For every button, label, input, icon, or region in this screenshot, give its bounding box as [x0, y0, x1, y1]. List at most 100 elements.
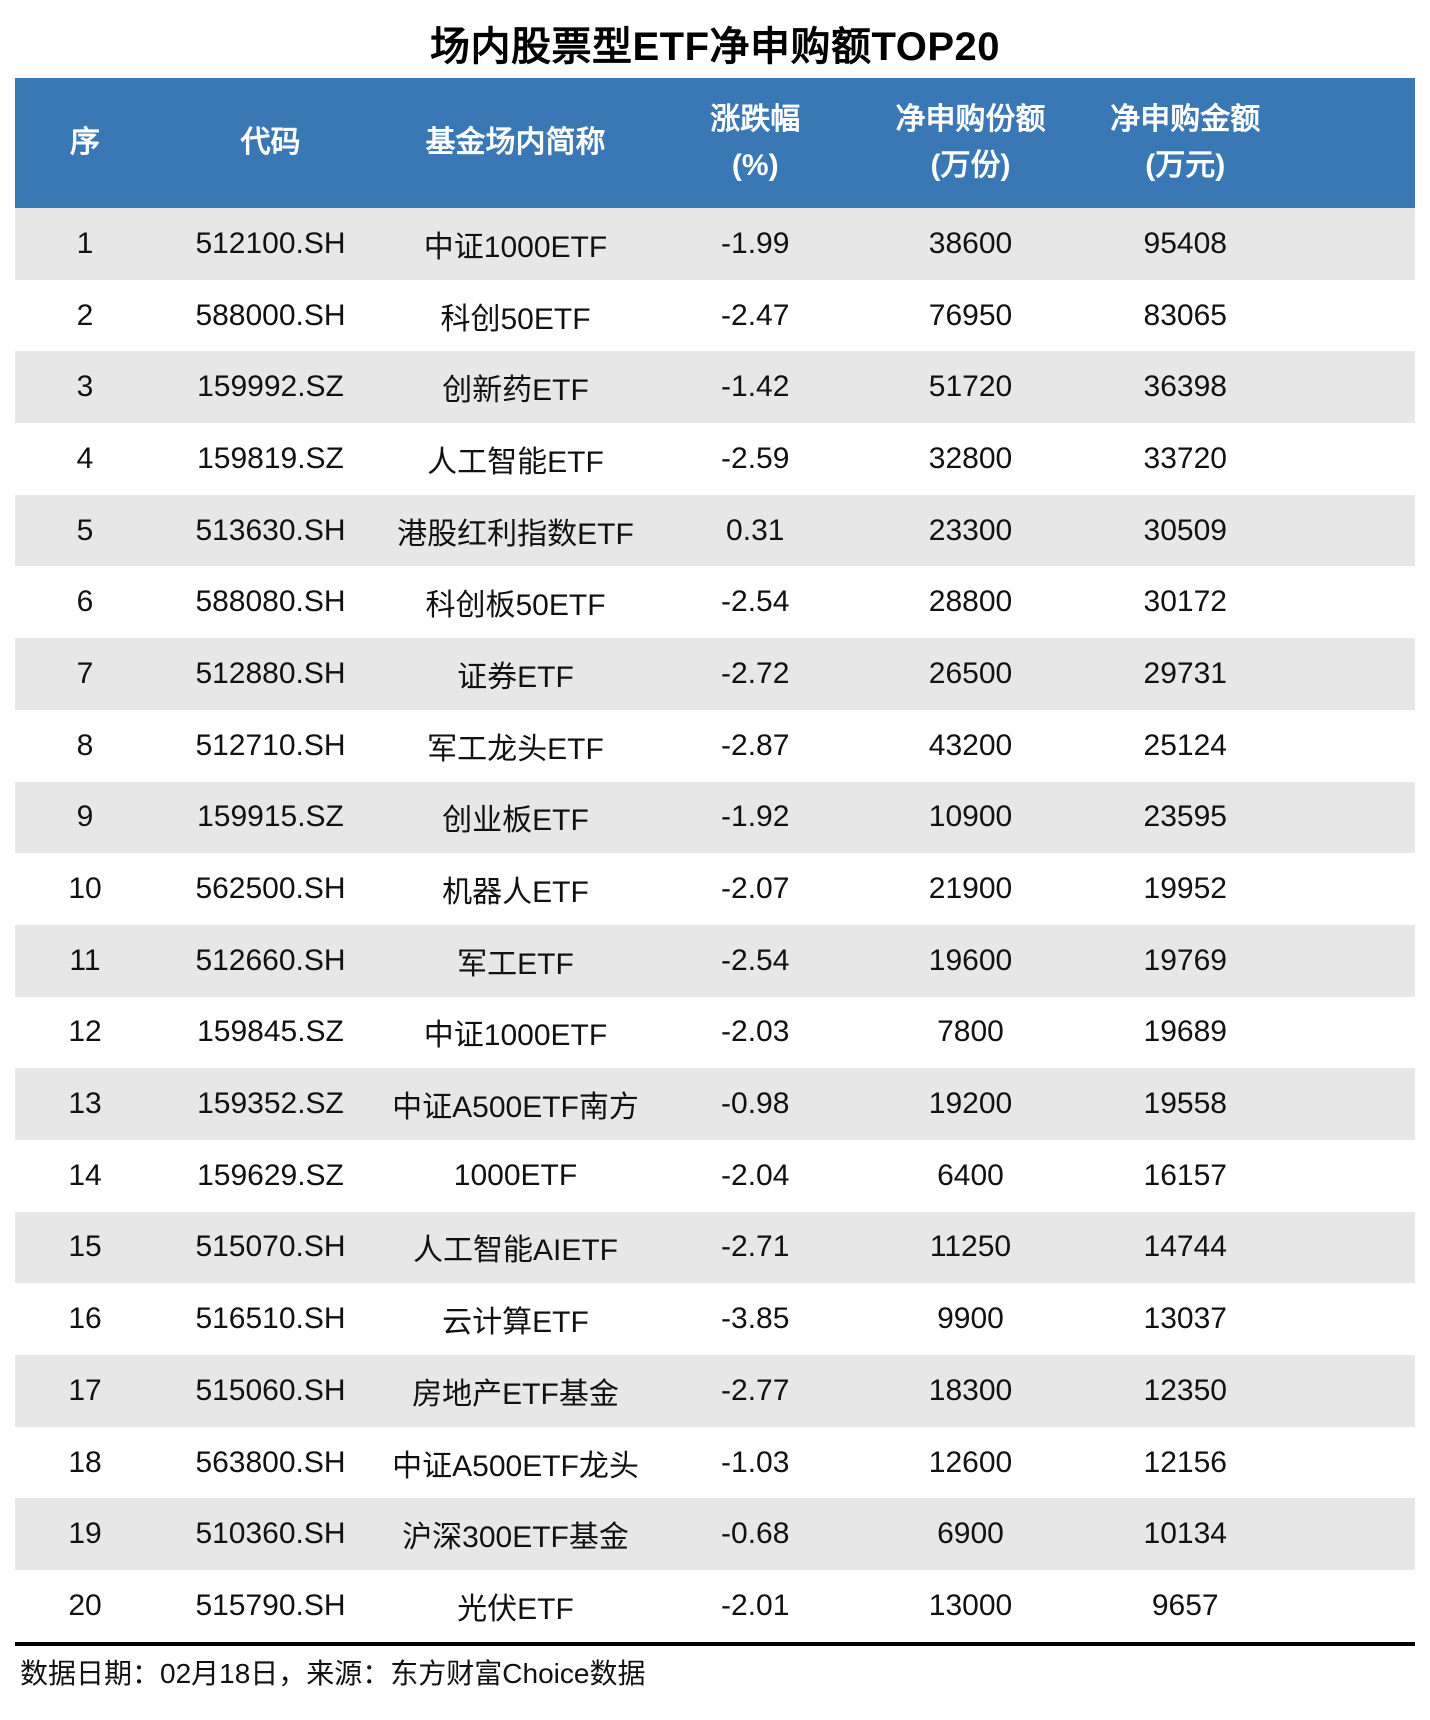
cell-code: 510360.SH — [195, 1517, 346, 1551]
cell-net-amount: 16157 — [1143, 1158, 1227, 1192]
cell-code: 513630.SH — [195, 513, 346, 547]
cell-net-amount: 13037 — [1143, 1302, 1227, 1336]
cell-rank: 1 — [76, 226, 94, 260]
cell-net-amount: 95408 — [1143, 226, 1227, 260]
cell-rank: 3 — [76, 370, 94, 404]
cell-net-shares: 18300 — [928, 1373, 1013, 1407]
cell-change-pct: -2.47 — [721, 298, 790, 332]
cell-rank: 11 — [69, 943, 101, 977]
table-row: 12 159845.SZ 中证1000ETF -2.03 7800 19689 — [15, 996, 1415, 1069]
cell-net-amount: 10134 — [1143, 1517, 1227, 1551]
cell-change-pct: -2.87 — [721, 728, 790, 762]
cell-net-shares: 19600 — [928, 943, 1013, 977]
table-row: 2 588000.SH 科创50ETF -2.47 76950 83065 — [15, 279, 1415, 352]
table-row: 5 513630.SH 港股红利指数ETF 0.31 23300 30509 — [15, 494, 1415, 567]
column-header-label: 涨跌幅 — [710, 102, 801, 136]
table-row: 3 159992.SZ 创新药ETF -1.42 51720 36398 — [15, 351, 1415, 424]
cell-net-shares: 9900 — [937, 1302, 1004, 1336]
cell-net-amount: 36398 — [1143, 370, 1227, 404]
cell-code: 159845.SZ — [197, 1015, 344, 1049]
cell-net-amount: 29731 — [1143, 656, 1227, 690]
cell-change-pct: -2.59 — [721, 441, 790, 475]
cell-name: 中证1000ETF — [423, 230, 608, 264]
cell-name: 创业板ETF — [442, 804, 589, 838]
cell-name: 中证A500ETF南方 — [392, 1091, 639, 1125]
cell-code: 512880.SH — [195, 656, 346, 690]
cell-name: 证券ETF — [457, 660, 574, 694]
table-row: 1 512100.SH 中证1000ETF -1.99 38600 95408 — [15, 208, 1415, 280]
column-header-label: 基金场内简称 — [425, 125, 606, 159]
cell-name: 人工智能ETF — [427, 445, 604, 479]
cell-code: 562500.SH — [195, 872, 346, 906]
cell-rank: 18 — [68, 1445, 102, 1479]
cell-change-pct: -1.03 — [721, 1445, 790, 1479]
cell-change-pct: -2.54 — [721, 943, 790, 977]
column-header-net-shares: 净申购份额 (万份) — [865, 78, 1076, 208]
cell-rank: 16 — [68, 1302, 102, 1336]
column-header-net-amount: 净申购金额 (万元) — [1075, 78, 1415, 208]
cell-code: 512660.SH — [195, 943, 346, 977]
column-header-name: 基金场内简称 — [386, 78, 645, 208]
cell-name: 1000ETF — [453, 1158, 578, 1192]
cell-name: 光伏ETF — [457, 1592, 574, 1626]
table-row: 13 159352.SZ 中证A500ETF南方 -0.98 19200 19558 — [15, 1068, 1415, 1140]
header-row: 序 代码 基金场内简称 涨跌幅 (%) 净申购份额 (万份) 净申购金额 — [15, 78, 1415, 208]
cell-code: 159915.SZ — [197, 800, 344, 834]
cell-net-shares: 19200 — [928, 1087, 1013, 1121]
cell-rank: 13 — [68, 1087, 102, 1121]
cell-name: 军工龙头ETF — [427, 732, 604, 766]
cell-net-shares: 21900 — [928, 872, 1013, 906]
cell-code: 159629.SZ — [197, 1158, 344, 1192]
cell-rank: 6 — [76, 585, 94, 619]
cell-net-shares: 7800 — [937, 1015, 1004, 1049]
cell-net-shares: 11250 — [929, 1230, 1012, 1264]
column-header-change-pct: 涨跌幅 (%) — [645, 78, 866, 208]
column-header-unit: (万份) — [930, 149, 1011, 182]
column-header-unit: (万元) — [1145, 149, 1226, 182]
cell-code: 159819.SZ — [197, 441, 344, 475]
cell-change-pct: -2.03 — [721, 1015, 790, 1049]
table-row: 6 588080.SH 科创板50ETF -2.54 28800 30172 — [15, 566, 1415, 639]
table-row: 9 159915.SZ 创业板ETF -1.92 10900 23595 — [15, 781, 1415, 854]
column-header-label: 净申购金额 — [1110, 102, 1261, 136]
cell-rank: 19 — [68, 1517, 102, 1551]
cell-rank: 5 — [76, 513, 94, 547]
cell-rank: 9 — [76, 800, 94, 834]
cell-name: 房地产ETF基金 — [412, 1377, 619, 1411]
cell-net-shares: 43200 — [928, 728, 1013, 762]
cell-net-shares: 6900 — [937, 1517, 1004, 1551]
cell-net-amount: 30509 — [1143, 513, 1227, 547]
cell-name: 沪深300ETF基金 — [402, 1521, 629, 1555]
cell-change-pct: -2.77 — [721, 1373, 790, 1407]
table-row: 18 563800.SH 中证A500ETF龙头 -1.03 12600 12156 — [15, 1426, 1415, 1499]
cell-change-pct: -2.01 — [721, 1588, 790, 1622]
cell-name: 中证A500ETF龙头 — [392, 1449, 639, 1483]
column-header-unit: (%) — [731, 149, 779, 182]
cell-net-shares: 6400 — [937, 1158, 1004, 1192]
cell-net-shares: 51720 — [928, 370, 1013, 404]
cell-net-amount: 12156 — [1143, 1445, 1227, 1479]
cell-code: 512710.SH — [195, 728, 346, 762]
cell-code: 588080.SH — [195, 585, 346, 619]
table-row: 14 159629.SZ 1000ETF -2.04 6400 16157 — [15, 1139, 1415, 1212]
cell-code: 516510.SH — [195, 1302, 346, 1336]
table-header: 序 代码 基金场内简称 涨跌幅 (%) 净申购份额 (万份) 净申购金额 — [15, 78, 1415, 208]
cell-net-shares: 38600 — [928, 226, 1013, 260]
cell-code: 515060.SH — [195, 1373, 346, 1407]
cell-rank: 15 — [68, 1230, 102, 1264]
cell-change-pct: -1.99 — [721, 226, 790, 260]
cell-name: 港股红利指数ETF — [397, 517, 634, 551]
table-row: 7 512880.SH 证券ETF -2.72 26500 29731 — [15, 638, 1415, 710]
cell-rank: 8 — [76, 728, 94, 762]
cell-name: 机器人ETF — [442, 876, 589, 910]
cell-rank: 7 — [76, 656, 94, 690]
cell-net-amount: 19689 — [1143, 1015, 1227, 1049]
column-header-rank: 序 — [15, 78, 155, 208]
table-row: 15 515070.SH 人工智能AIETF -2.71 11250 14744 — [15, 1211, 1415, 1284]
cell-change-pct: -1.92 — [721, 800, 790, 834]
cell-code: 588000.SH — [195, 298, 346, 332]
cell-change-pct: -2.04 — [721, 1158, 790, 1192]
column-header-label: 序 — [70, 125, 100, 159]
column-header-code: 代码 — [155, 78, 386, 208]
